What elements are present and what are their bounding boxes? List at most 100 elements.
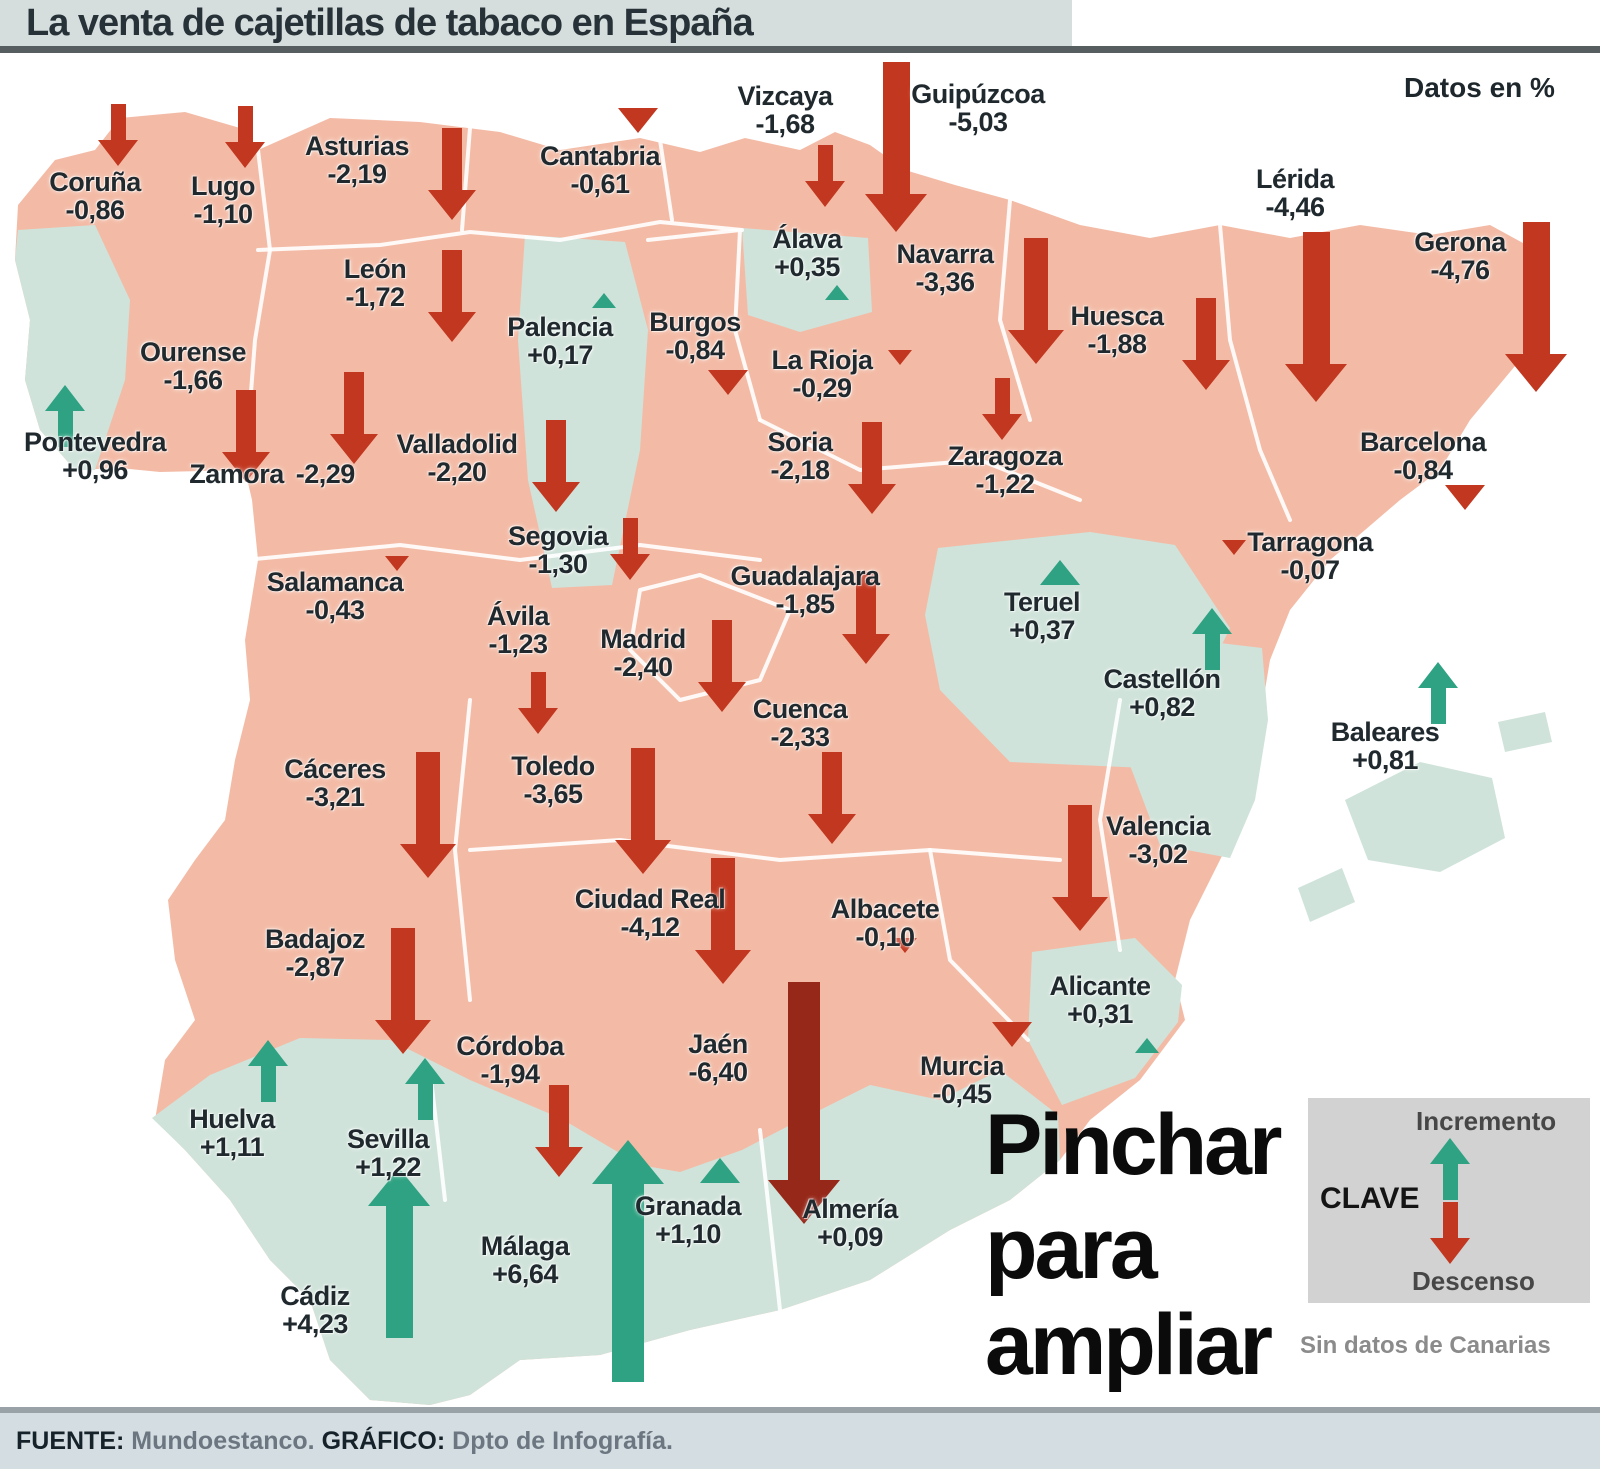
- province-value: -3,21: [305, 782, 365, 813]
- province-marker: Lugo -1,10: [191, 172, 255, 229]
- province-value: -1,30: [528, 549, 588, 580]
- province-value: -2,29: [295, 459, 356, 489]
- province-marker: Valladolid -2,20: [396, 429, 518, 487]
- province-marker: Cádiz +4,23: [280, 1282, 350, 1339]
- province-marker: Lérida -4,46: [1256, 165, 1335, 222]
- province-name: Cádiz: [280, 1281, 350, 1311]
- province-name: Lugo: [191, 171, 255, 201]
- decrease-arrow: [222, 390, 270, 482]
- province-marker: Cuenca -2,33: [753, 695, 848, 752]
- province-value: -3,36: [915, 267, 975, 298]
- province-value: -0,86: [65, 195, 125, 226]
- province-name: Castellón: [1103, 664, 1221, 694]
- decrease-arrow: [385, 556, 409, 571]
- province-marker: Córdoba -1,94: [456, 1032, 564, 1089]
- province-value: -1,22: [975, 469, 1035, 500]
- decrease-arrow: [330, 372, 378, 464]
- province-value: +0,35: [774, 252, 840, 283]
- province-marker: Valencia -3,02: [1105, 811, 1211, 870]
- province-name: Álava: [772, 224, 842, 254]
- province-value: -3,02: [1128, 839, 1188, 870]
- province-marker: Cáceres -3,21: [284, 755, 386, 812]
- province-name: Ciudad Real: [574, 884, 726, 914]
- map-region-galicia-west: [15, 225, 130, 470]
- no-data-note: Sin datos de Canarias: [1300, 1332, 1551, 1359]
- province-marker: Coruña -0,86: [49, 168, 141, 225]
- province-name: Cáceres: [284, 754, 386, 784]
- province-name: Madrid: [600, 624, 686, 654]
- province-marker: Alicante +0,31: [1049, 972, 1151, 1029]
- province-marker: Málaga +6,64: [481, 1232, 570, 1289]
- province-name: Coruña: [49, 167, 141, 197]
- province-name: Salamanca: [266, 567, 404, 597]
- province-marker: Navarra -3,36: [896, 239, 994, 298]
- increase-arrow: [45, 385, 85, 447]
- province-marker: Pontevedra +0,96: [24, 428, 167, 485]
- decrease-arrow: [695, 858, 751, 984]
- province-value: +0,17: [527, 340, 593, 371]
- province-marker: Teruel +0,37: [1004, 588, 1081, 645]
- decrease-arrow: [428, 250, 476, 342]
- province-value: -1,72: [345, 282, 405, 313]
- decrease-arrow: [535, 1085, 583, 1177]
- footer-bar: FUENTE: Mundoestanco. GRÁFICO: Dpto de I…: [0, 1407, 1600, 1469]
- title-bar: La venta de cajetillas de tabaco en Espa…: [0, 0, 1072, 46]
- decrease-arrow: [992, 1022, 1032, 1047]
- province-value: -0,84: [1393, 455, 1453, 486]
- decrease-arrow: [1008, 238, 1064, 364]
- province-name: Valladolid: [396, 429, 518, 459]
- province-value: -1,85: [775, 589, 835, 620]
- units-note: Datos en %: [1404, 72, 1555, 103]
- province-value: -2,33: [770, 722, 830, 753]
- province-marker: Palencia +0,17: [507, 313, 613, 370]
- province-name: Navarra: [896, 239, 994, 269]
- province-value: -1,88: [1087, 329, 1147, 360]
- province-name: Zamora: [189, 459, 284, 489]
- footer-credits: FUENTE: Mundoestanco. GRÁFICO: Dpto de I…: [16, 1427, 673, 1456]
- province-name: La Rioja: [771, 345, 873, 375]
- province-marker: Albacete -0,10: [831, 895, 940, 952]
- province-marker: Cantabria -0,61: [540, 142, 661, 199]
- province-name: Zaragoza: [947, 441, 1063, 471]
- increase-arrow: [1135, 1038, 1159, 1053]
- province-marker: Zaragoza -1,22: [948, 442, 1063, 499]
- footer-source: Mundoestanco.: [131, 1426, 315, 1455]
- legend-decrease-label: Descenso: [1412, 1266, 1535, 1296]
- increase-arrow: [592, 1140, 664, 1382]
- province-name: Málaga: [480, 1231, 570, 1261]
- map-region-mallorca: [1345, 762, 1505, 872]
- decrease-arrow: [805, 145, 845, 207]
- decrease-arrow: [532, 420, 580, 512]
- decrease-arrow: [893, 938, 917, 953]
- increase-arrow: [700, 1158, 740, 1183]
- province-marker: León -1,72: [344, 255, 407, 312]
- province-name: Segovia: [507, 521, 609, 551]
- province-name: Jaén: [688, 1029, 748, 1059]
- province-marker: Toledo -3,65: [511, 752, 595, 809]
- decrease-arrow: [1445, 485, 1485, 510]
- province-marker: Ávila -1,23: [486, 601, 550, 659]
- decrease-arrow: [400, 752, 456, 878]
- province-name: Almería: [802, 1194, 898, 1224]
- province-name: Ávila: [486, 601, 550, 631]
- province-name: Guadalajara: [730, 561, 880, 591]
- increase-arrow: [405, 1058, 445, 1120]
- province-marker: Madrid -2,40: [600, 625, 686, 682]
- province-value: -4,12: [620, 912, 680, 943]
- province-name: Tarragona: [1247, 527, 1373, 557]
- province-name: Gerona: [1414, 227, 1506, 257]
- title-rule: [0, 46, 1600, 53]
- province-name: Valencia: [1105, 811, 1211, 841]
- province-name: Albacete: [830, 894, 940, 924]
- province-value: +4,23: [282, 1309, 348, 1340]
- decrease-arrow: [888, 350, 912, 365]
- province-value: -1,10: [193, 199, 253, 230]
- province-marker: Murcia -0,45: [920, 1052, 1005, 1109]
- province-value: -2,40: [613, 652, 673, 683]
- province-name: Guipúzcoa: [911, 79, 1045, 109]
- province-marker: Huesca -1,88: [1070, 302, 1164, 360]
- province-marker: Segovia -1,30: [507, 521, 609, 580]
- province-marker: Burgos -0,84: [649, 308, 741, 365]
- province-marker: Vizcaya -1,68: [737, 82, 833, 139]
